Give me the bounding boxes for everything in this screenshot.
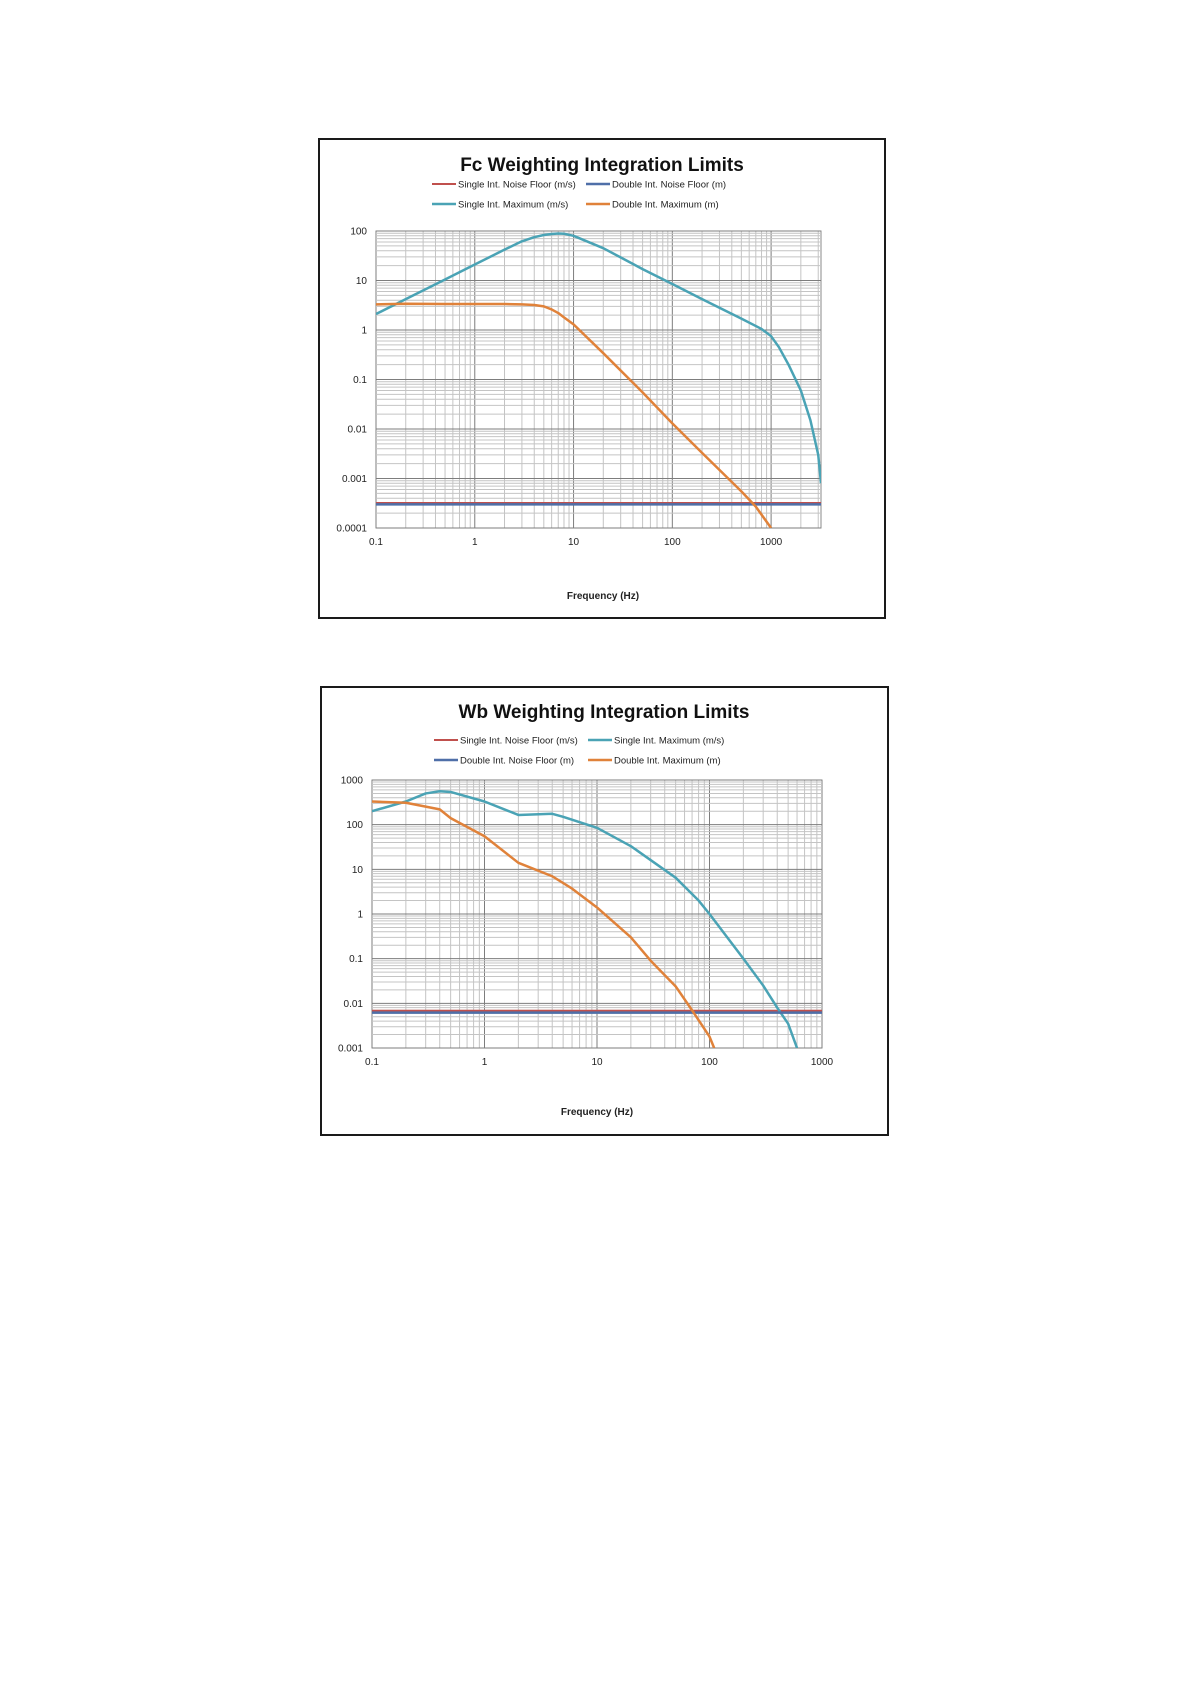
chart-grid bbox=[375, 230, 822, 529]
chart-legend: Single Int. Noise Floor (m/s) Single Int.… bbox=[434, 736, 724, 767]
legend-entry: Single Int. Maximum (m/s) bbox=[458, 200, 568, 211]
x-tick-label: 1000 bbox=[811, 1057, 834, 1068]
fc-chart-svg: Fc Weighting Integration Limits Single I… bbox=[336, 155, 822, 602]
y-tick-label: 0.0001 bbox=[336, 524, 367, 535]
legend-entry: Double Int. Noise Floor (m) bbox=[612, 180, 726, 191]
legend-entry: Single Int. Noise Floor (m/s) bbox=[460, 736, 578, 747]
x-tick-label: 1 bbox=[472, 537, 478, 548]
y-tick-label: 0.1 bbox=[353, 375, 367, 386]
axis-ticks: 0.1 1 10 100 1000 0.001 0.01 0.1 1 10 100 1000 bbox=[338, 776, 834, 1069]
x-axis-title: Frequency (Hz) bbox=[567, 591, 639, 602]
y-tick-label: 1 bbox=[361, 326, 367, 337]
chart-legend: Single Int. Noise Floor (m/s) Double Int.… bbox=[432, 180, 726, 211]
x-tick-label: 10 bbox=[568, 537, 580, 548]
series-line-1 bbox=[372, 790, 799, 1048]
legend-entry: Single Int. Maximum (m/s) bbox=[614, 736, 724, 747]
chart-title: Fc Weighting Integration Limits bbox=[460, 155, 744, 176]
chart-grid bbox=[371, 779, 823, 1049]
y-tick-label: 100 bbox=[350, 227, 367, 238]
x-tick-label: 1000 bbox=[760, 537, 783, 548]
y-tick-label: 1000 bbox=[341, 776, 364, 787]
series-line-2 bbox=[376, 232, 821, 484]
chart-title: Wb Weighting Integration Limits bbox=[459, 702, 750, 723]
y-tick-label: 0.001 bbox=[338, 1044, 363, 1055]
y-tick-label: 100 bbox=[346, 820, 363, 831]
y-tick-label: 1 bbox=[357, 910, 363, 921]
x-tick-label: 0.1 bbox=[365, 1057, 379, 1068]
y-tick-label: 0.01 bbox=[344, 999, 364, 1010]
legend-entry: Double Int. Noise Floor (m) bbox=[460, 756, 574, 767]
y-tick-label: 0.001 bbox=[342, 474, 367, 485]
series-layer bbox=[376, 232, 821, 528]
series-line-3 bbox=[376, 302, 773, 528]
axis-ticks: 0.1 1 10 100 1000 0.0001 0.001 0.01 0.1 1 10 100 bbox=[336, 227, 782, 549]
wb-weighting-chart: Wb Weighting Integration Limits Single I… bbox=[320, 686, 889, 1136]
y-tick-label: 10 bbox=[356, 276, 368, 287]
x-axis-title: Frequency (Hz) bbox=[561, 1107, 633, 1118]
x-tick-label: 10 bbox=[591, 1057, 603, 1068]
wb-chart-svg: Wb Weighting Integration Limits Single I… bbox=[338, 702, 834, 1118]
legend-entry: Double Int. Maximum (m) bbox=[614, 756, 721, 767]
series-line-3 bbox=[372, 800, 716, 1048]
x-tick-label: 100 bbox=[664, 537, 681, 548]
legend-entry: Double Int. Maximum (m) bbox=[612, 200, 719, 211]
series-layer bbox=[372, 790, 822, 1048]
x-tick-label: 1 bbox=[482, 1057, 488, 1068]
x-tick-label: 100 bbox=[701, 1057, 718, 1068]
y-tick-label: 10 bbox=[352, 865, 364, 876]
y-tick-label: 0.1 bbox=[349, 954, 363, 965]
y-tick-label: 0.01 bbox=[348, 425, 368, 436]
legend-entry: Single Int. Noise Floor (m/s) bbox=[458, 180, 576, 191]
x-tick-label: 0.1 bbox=[369, 537, 383, 548]
fc-weighting-chart: Fc Weighting Integration Limits Single I… bbox=[318, 138, 886, 619]
